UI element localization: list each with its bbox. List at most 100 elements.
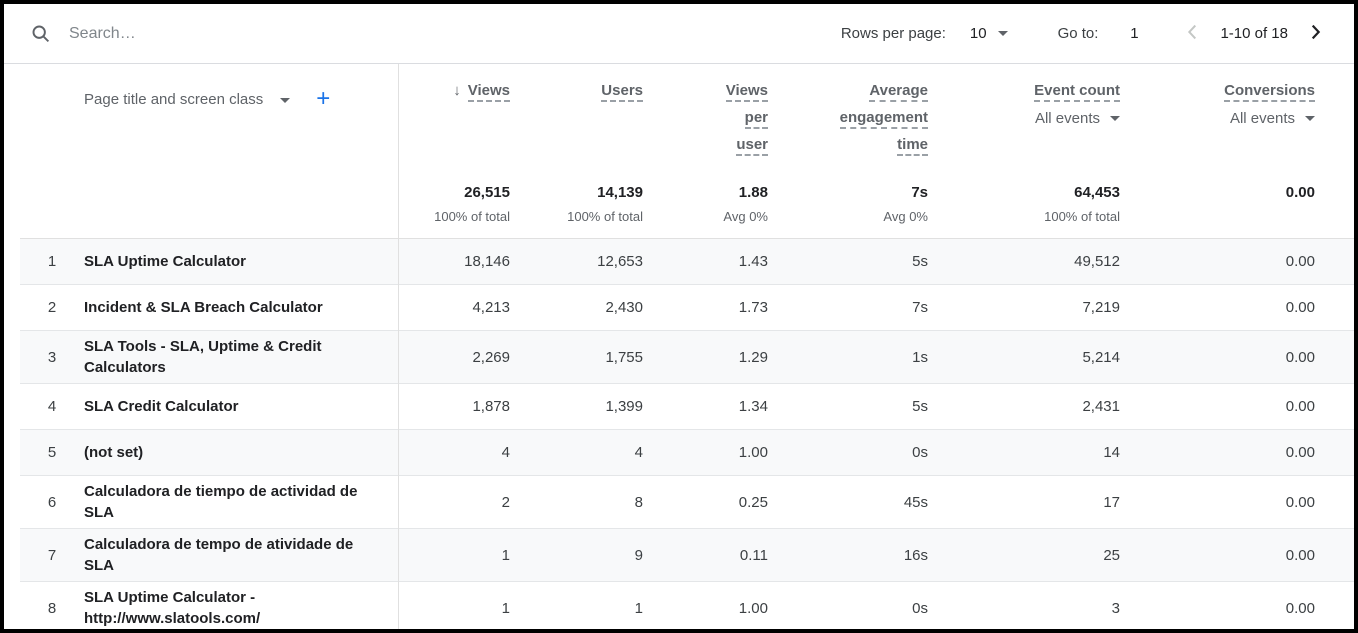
cell-avg-engagement-time: 5s [912, 398, 928, 415]
rows-per-page-label: Rows per page: [840, 25, 946, 42]
total-users: 14,139 100% of total [567, 184, 643, 224]
chevron-down-icon [997, 31, 1008, 36]
cell-conversions: 0.00 [1285, 348, 1315, 366]
row-index: 8 [47, 599, 57, 617]
cell-views-per-user: 1.00 [738, 599, 768, 617]
table-row: 7 Calculadora de tempo de atividade de S… [20, 529, 1354, 582]
pagination-range: 1-10 of 18 [1220, 25, 1288, 42]
goto-page-label: Go to: [1057, 25, 1099, 42]
cell-views-per-user: 1.73 [738, 299, 768, 316]
row-title: SLA Tools - SLA, Uptime & Credit Calcula… [84, 338, 322, 376]
search-icon [30, 23, 51, 44]
event-count-filter-dropdown[interactable]: All events [1035, 105, 1120, 132]
row-title: Calculadora de tempo de atividade de SLA [84, 536, 354, 574]
plus-icon: + [316, 85, 331, 112]
row-index: 6 [47, 493, 57, 511]
cell-views: 2,269 [472, 348, 510, 366]
cell-avg-engagement-time: 7s [912, 299, 928, 316]
pager: 1-10 of 18 [1180, 19, 1328, 48]
row-index: 1 [47, 253, 57, 270]
cell-conversions: 0.00 [1285, 299, 1315, 316]
cell-event-count: 5,214 [1082, 348, 1120, 366]
cell-event-count: 3 [1111, 599, 1120, 617]
cell-users: 1,755 [605, 348, 643, 366]
cell-views: 1 [501, 599, 510, 617]
cell-views: 18,146 [464, 253, 510, 270]
cell-conversions: 0.00 [1285, 253, 1315, 270]
cell-event-count: 25 [1103, 546, 1120, 564]
table-row: 8 SLA Uptime Calculator - http://www.sla… [20, 582, 1354, 629]
cell-views: 4,213 [472, 299, 510, 316]
column-header-users[interactable]: Users [510, 64, 643, 176]
cell-event-count: 2,431 [1082, 398, 1120, 415]
cell-conversions: 0.00 [1285, 398, 1315, 415]
rows-per-page-select[interactable]: 10 [970, 25, 1008, 42]
cell-views: 4 [501, 444, 510, 461]
column-header-event-count[interactable]: Event count All events [928, 64, 1120, 176]
total-avg-engagement-time: 7s Avg 0% [883, 184, 928, 224]
cell-event-count: 49,512 [1074, 253, 1120, 270]
next-page-button[interactable] [1302, 19, 1328, 48]
row-title: SLA Uptime Calculator [84, 253, 246, 270]
cell-views: 2 [501, 493, 510, 511]
cell-users: 1 [634, 599, 643, 617]
row-title: SLA Credit Calculator [84, 398, 239, 415]
table-toolbar: Rows per page: 10 Go to: 1-10 of 18 [4, 4, 1354, 64]
column-header-views[interactable]: ↓ Views [398, 64, 510, 176]
cell-event-count: 17 [1103, 493, 1120, 511]
cell-users: 1,399 [605, 398, 643, 415]
column-header-avg-engagement-time[interactable]: Average engagement time [768, 64, 928, 176]
total-views: 26,515 100% of total [434, 184, 510, 224]
cell-users: 8 [634, 493, 643, 511]
rows-per-page-value: 10 [969, 25, 987, 42]
analytics-report-table: Rows per page: 10 Go to: 1-10 of 18 [4, 4, 1354, 629]
row-title: Incident & SLA Breach Calculator [84, 299, 323, 316]
cell-conversions: 0.00 [1285, 444, 1315, 461]
column-header-views-per-user[interactable]: Views per user [643, 64, 768, 176]
dimension-header-button[interactable]: Page title and screen class + [84, 64, 398, 176]
cell-views-per-user: 1.00 [738, 444, 768, 461]
table-body: 1 SLA Uptime Calculator 18,146 12,653 1.… [20, 239, 1354, 629]
table-row: 3 SLA Tools - SLA, Uptime & Credit Calcu… [20, 331, 1354, 384]
cell-conversions: 0.00 [1285, 599, 1315, 617]
cell-views-per-user: 0.11 [739, 546, 768, 564]
row-index: 7 [47, 546, 57, 564]
row-title: SLA Uptime Calculator - http://www.slato… [84, 589, 261, 627]
table-row: 6 Calculadora de tiempo de actividad de … [20, 476, 1354, 529]
cell-avg-engagement-time: 45s [903, 493, 928, 511]
table-header: Page title and screen class + ↓ Views Use… [20, 64, 1354, 239]
total-conversions: 0.00 [1285, 184, 1315, 201]
cell-users: 9 [634, 546, 643, 564]
add-dimension-button[interactable]: + [310, 85, 336, 112]
chevron-right-icon [1304, 21, 1326, 46]
cell-views-per-user: 0.25 [738, 493, 768, 511]
total-views-per-user: 1.88 Avg 0% [723, 184, 768, 224]
cell-avg-engagement-time: 1s [912, 348, 928, 366]
chevron-down-icon [1110, 116, 1120, 121]
search-input[interactable] [67, 23, 841, 44]
cell-users: 4 [634, 444, 643, 461]
pagination-tools: Rows per page: 10 Go to: 1-10 of 18 [841, 19, 1328, 48]
row-index: 3 [47, 348, 57, 366]
dimension-header-label: Page title and screen class [84, 91, 264, 108]
column-header-conversions[interactable]: Conversions All events [1120, 64, 1354, 176]
row-title: (not set) [84, 444, 144, 461]
conversions-filter-dropdown[interactable]: All events [1230, 105, 1315, 132]
cell-avg-engagement-time: 5s [912, 253, 928, 270]
cell-event-count: 7,219 [1082, 299, 1120, 316]
cell-views-per-user: 1.29 [738, 348, 768, 366]
table-row: 5 (not set) 4 4 1.00 0s 14 0.00 [20, 430, 1354, 476]
cell-views-per-user: 1.43 [738, 253, 768, 270]
chevron-down-icon [1305, 116, 1315, 121]
cell-avg-engagement-time: 16s [903, 546, 928, 564]
cell-users: 2,430 [605, 299, 643, 316]
chevron-down-icon [280, 98, 291, 103]
cell-views: 1,878 [472, 398, 510, 415]
chevron-left-icon [1182, 21, 1204, 46]
row-index: 4 [47, 398, 57, 415]
goto-page-input[interactable] [1114, 24, 1155, 43]
cell-event-count: 14 [1103, 444, 1120, 461]
table-row: 4 SLA Credit Calculator 1,878 1,399 1.34… [20, 384, 1354, 430]
previous-page-button[interactable] [1180, 19, 1206, 48]
cell-conversions: 0.00 [1285, 546, 1315, 564]
